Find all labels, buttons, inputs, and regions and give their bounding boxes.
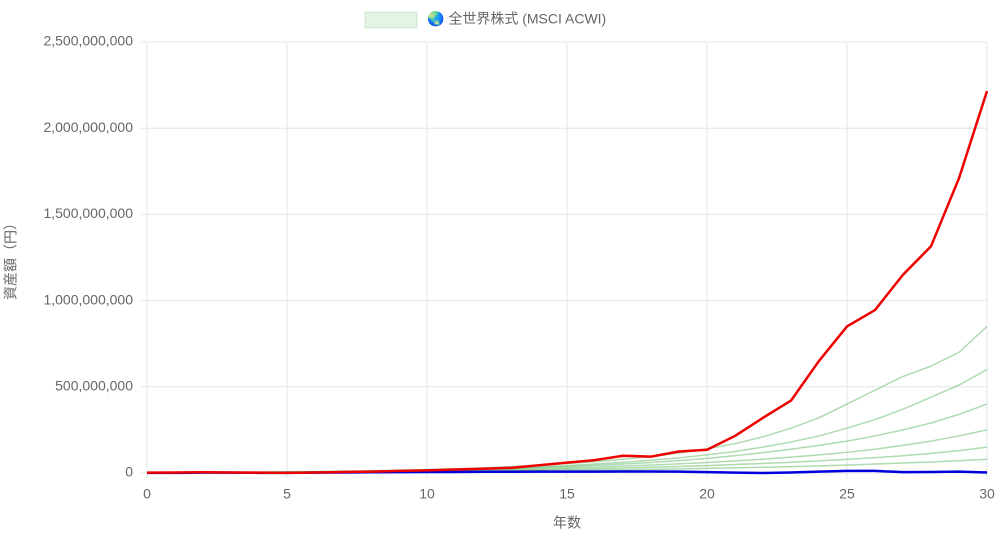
x-tick-label: 10	[419, 486, 435, 502]
y-tick-label: 500,000,000	[55, 378, 133, 394]
series-line	[146, 90, 989, 475]
y-tick-label: 2,500,000,000	[43, 33, 133, 49]
x-tick-label: 5	[283, 486, 291, 502]
legend-swatch	[364, 11, 418, 29]
y-tick-label: 2,000,000,000	[43, 119, 133, 135]
x-tick-label: 15	[559, 486, 575, 502]
x-tick-label: 20	[699, 486, 715, 502]
legend-label: 🌏 全世界株式 (MSCI ACWI)	[427, 11, 606, 28]
y-tick-label: 1,000,000,000	[43, 291, 133, 307]
x-tick-label: 0	[143, 486, 151, 502]
y-tick-label: 1,500,000,000	[43, 205, 133, 221]
x-tick-label: 25	[839, 486, 855, 502]
x-axis-title: 年数	[553, 515, 581, 531]
y-tick-label: 0	[125, 464, 133, 480]
y-axis-title: 資産額（円）	[3, 216, 19, 300]
x-tick-label: 30	[979, 486, 995, 502]
